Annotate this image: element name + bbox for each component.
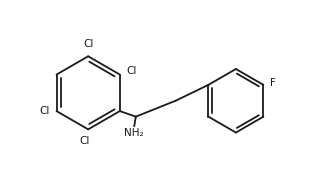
Text: F: F	[270, 78, 276, 88]
Text: NH₂: NH₂	[124, 128, 144, 138]
Text: Cl: Cl	[80, 136, 90, 146]
Text: Cl: Cl	[127, 66, 137, 76]
Text: Cl: Cl	[39, 106, 49, 116]
Text: Cl: Cl	[83, 39, 93, 49]
